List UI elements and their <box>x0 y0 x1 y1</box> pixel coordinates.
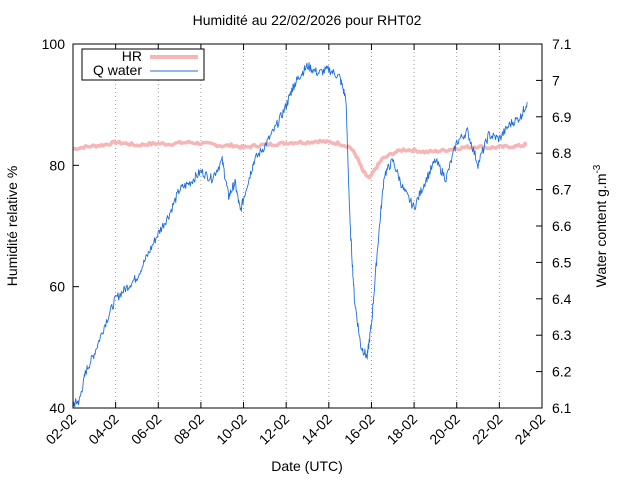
y-right-tick-label: 6.5 <box>552 254 572 270</box>
series-layer <box>72 62 528 408</box>
legend-label-q-water: Q water <box>93 62 142 78</box>
x-tick-label: 16-02 <box>341 411 378 448</box>
legend: HR Q water <box>81 48 205 81</box>
y-right-tick-label: 6.4 <box>552 291 572 307</box>
y-left-tick-label: 100 <box>42 36 66 52</box>
y-left-tick-label: 80 <box>49 157 65 173</box>
y-left-tick-label: 60 <box>49 279 65 295</box>
x-tick-label: 14-02 <box>298 411 335 448</box>
y-right-tick-label: 6.6 <box>552 218 572 234</box>
y-right-tick-label: 6.2 <box>552 364 572 380</box>
y-axis-right-label-base: Water content g.m <box>593 174 609 288</box>
y-right-tick-label: 6.9 <box>552 109 572 125</box>
plot-frame <box>72 43 543 409</box>
x-tick-label: 22-02 <box>469 411 506 448</box>
y-right-tick-label: 6.8 <box>552 145 572 161</box>
y-right-tick-label: 7 <box>552 72 560 88</box>
x-tick-label: 24-02 <box>511 411 548 448</box>
y-left-tick-label: 40 <box>49 400 65 416</box>
y-right-tick-label: 6.3 <box>552 327 572 343</box>
x-tick-label: 06-02 <box>128 411 165 448</box>
x-tick-label: 12-02 <box>256 411 293 448</box>
y-right-tick-label: 6.1 <box>552 400 572 416</box>
chart-title: Humidité au 22/02/2026 pour RHT02 <box>193 12 422 28</box>
x-tick-label: 02-02 <box>42 411 79 448</box>
legend-label-hr: HR <box>122 48 142 64</box>
series-line-q-water <box>72 62 528 408</box>
tick-layer: 02-02 04-02 06-02 08-02 10-02 12-02 14-02 16-02… <box>42 36 572 447</box>
legend-box <box>81 48 205 81</box>
y-axis-right-label: Water content g.m-3 <box>592 164 609 287</box>
x-tick-label: 10-02 <box>213 411 250 448</box>
y-right-tick-label: 6.7 <box>552 182 572 198</box>
y-axis-left-label: Humidité relative % <box>4 166 20 287</box>
y-right-tick-label: 7.1 <box>552 36 572 52</box>
x-tick-label: 18-02 <box>384 411 421 448</box>
x-axis-label: Date (UTC) <box>271 458 343 474</box>
x-tick-label: 20-02 <box>426 411 463 448</box>
series-line-hr <box>72 138 528 180</box>
x-tick-label: 04-02 <box>85 411 122 448</box>
grid-layer <box>115 44 500 408</box>
x-tick-label: 08-02 <box>170 411 207 448</box>
y-axis-right-label-superscript: -3 <box>592 164 603 173</box>
